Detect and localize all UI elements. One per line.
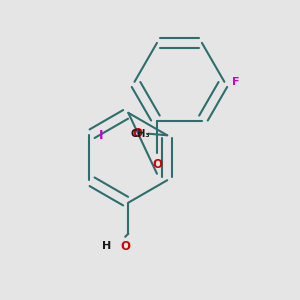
Text: O: O — [152, 158, 162, 171]
Text: O: O — [132, 127, 142, 140]
Text: H: H — [102, 241, 111, 251]
Text: O: O — [120, 240, 130, 253]
Text: I: I — [99, 129, 103, 142]
Text: CH₃: CH₃ — [130, 129, 150, 139]
Text: F: F — [232, 77, 240, 87]
